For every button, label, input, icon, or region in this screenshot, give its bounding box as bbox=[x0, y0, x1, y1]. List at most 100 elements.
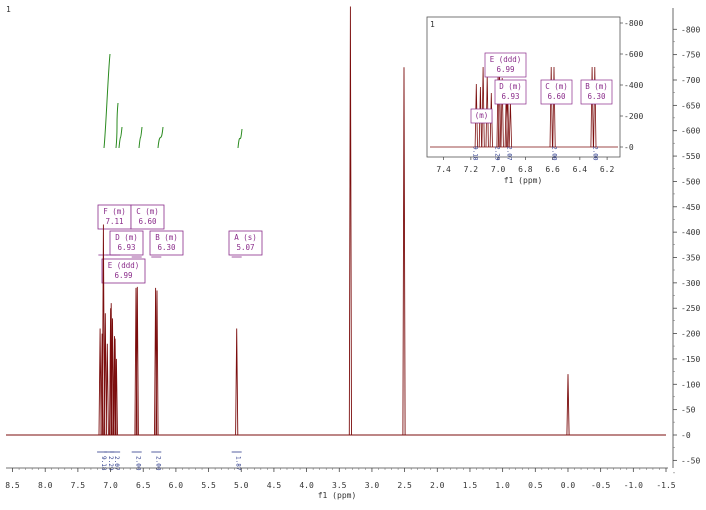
y-tick-label: -450 bbox=[681, 203, 700, 212]
inset-x-tick-label: 6.2 bbox=[600, 165, 615, 174]
inset-y-tick-label: -200 bbox=[624, 112, 643, 121]
inset-label-B: B (m) bbox=[585, 82, 608, 91]
multiplet-box-A bbox=[228, 230, 263, 256]
spectrum-trace bbox=[6, 6, 666, 436]
x-tick-label: 8.5 bbox=[5, 481, 20, 490]
integral-curve-1 bbox=[115, 102, 119, 149]
inset-label-C: 6.60 bbox=[547, 92, 566, 101]
inset-label-D: D (m) bbox=[499, 82, 522, 91]
y-tick-label: -400 bbox=[681, 228, 700, 237]
integral-curves bbox=[103, 53, 243, 149]
integral-curve-3 bbox=[138, 126, 143, 149]
multiplet-box-D bbox=[109, 230, 144, 256]
peak-18 bbox=[566, 374, 570, 436]
x-tick-label: 3.5 bbox=[332, 481, 347, 490]
multiplet-label-F: F (m) bbox=[103, 207, 126, 216]
inset-integral-value: 2.00 bbox=[591, 146, 598, 161]
x-tick-label: 4.5 bbox=[267, 481, 282, 490]
multiplet-label-D: 6.93 bbox=[117, 243, 135, 252]
x-tick-label: 1.5 bbox=[463, 481, 478, 490]
inset-peak-1 bbox=[478, 86, 482, 148]
inset-integral-value: 9.18 bbox=[472, 146, 479, 161]
multiplet-label-F: 7.11 bbox=[105, 217, 123, 226]
multiplet-label-B: 6.30 bbox=[157, 243, 176, 252]
inset-y-tick-label: -400 bbox=[624, 81, 643, 90]
inset-peak-12 bbox=[552, 66, 556, 148]
inset-label-box-C bbox=[540, 79, 573, 105]
integral-value: 2.29 bbox=[107, 456, 114, 471]
peak-12 bbox=[135, 286, 139, 436]
inset-x-tick-label: 6.8 bbox=[518, 165, 533, 174]
inset-label-B: 6.30 bbox=[587, 92, 606, 101]
x-axis: 8.5 8.0 7.5 7.0 6.5 6.0 5.5 5.0 4.5 4.0 3.5 3.0 2.5 2… bbox=[5, 467, 676, 490]
integral-value: 2.00 bbox=[135, 456, 142, 471]
multiplet-box-B bbox=[149, 230, 184, 256]
inset-x-tick-label: 6.4 bbox=[573, 165, 588, 174]
multiplet-label-A: 5.07 bbox=[236, 243, 254, 252]
inset-integral-value: 2.00 bbox=[551, 146, 558, 161]
x-tick-label: 4.0 bbox=[299, 481, 314, 490]
inset-x-tick-label: 7.4 bbox=[436, 165, 451, 174]
integral-value: 9.18 bbox=[100, 456, 107, 471]
inset-peak-4 bbox=[489, 92, 493, 148]
multiplet-label-C: 6.60 bbox=[138, 217, 157, 226]
y-tick-label: -150 bbox=[681, 355, 700, 364]
x-tick-label: 8.0 bbox=[38, 481, 53, 490]
multiplet-box-E bbox=[101, 258, 146, 284]
x-tick-label: -0.5 bbox=[591, 481, 610, 490]
integral-bars: 9.18 2.292.07 2.00 2.00 1.87 bbox=[97, 451, 242, 471]
integral-value: 2.00 bbox=[154, 456, 161, 471]
multiplet-box-C bbox=[130, 204, 165, 230]
integral-curve-2 bbox=[118, 126, 123, 149]
integral-value: 1.87 bbox=[235, 456, 242, 471]
y-tick-label: -250 bbox=[681, 304, 700, 313]
inset-peak-0 bbox=[474, 83, 478, 148]
inset-y-tick-label: -600 bbox=[624, 50, 643, 59]
inset-corner-label: 1 bbox=[430, 20, 435, 29]
y-tick-label: -200 bbox=[681, 330, 700, 339]
y-tick-label: -650 bbox=[681, 101, 700, 110]
inset-label-box-D bbox=[494, 79, 527, 105]
x-tick-label: -1.0 bbox=[624, 481, 643, 490]
x-tick-label: 2.5 bbox=[397, 481, 412, 490]
y-tick-label: -0 bbox=[681, 431, 691, 440]
multiplet-label-D: D (m) bbox=[115, 233, 138, 242]
y-tick-label: -750 bbox=[681, 51, 700, 60]
y-tick-label: -300 bbox=[681, 279, 700, 288]
inset-y-tick-label: -0 bbox=[624, 143, 634, 152]
y-tick-label: --50 bbox=[681, 456, 700, 465]
inset-x-axis-title: f1 (ppm) bbox=[504, 176, 543, 185]
x-tick-label: 7.0 bbox=[103, 481, 118, 490]
x-tick-label: -1.5 bbox=[656, 481, 675, 490]
peak-16 bbox=[348, 6, 352, 436]
y-tick-label: -350 bbox=[681, 254, 700, 263]
x-tick-label: 3.0 bbox=[365, 481, 380, 490]
x-tick-label: 0.5 bbox=[528, 481, 543, 490]
y-tick-label: -700 bbox=[681, 76, 700, 85]
peak-8 bbox=[112, 336, 117, 436]
x-axis-title: f1 (ppm) bbox=[318, 491, 357, 500]
multiplet-label-C: C (m) bbox=[136, 207, 159, 216]
integral-curve-5 bbox=[237, 128, 243, 149]
y-tick-label: -50 bbox=[681, 406, 696, 415]
inset-x-tick-label: 7.0 bbox=[491, 165, 506, 174]
y-tick-label: -500 bbox=[681, 177, 700, 186]
x-tick-label: 6.5 bbox=[136, 481, 151, 490]
multiplet-labels: F (m)7.11 D (m)6.93 E (ddd)6.99 C (m)6.60 B … bbox=[97, 204, 263, 284]
y-tick-label: -800 bbox=[681, 25, 700, 34]
inset-x-tick-label: 7.2 bbox=[464, 165, 479, 174]
peak-5 bbox=[109, 308, 113, 436]
inset-zoom-panel: 1 f1 (ppm) 7.4 7.2 7.0 6.8 6.6 6.4 6.2 -800 -600… bbox=[426, 16, 643, 185]
multiplet-label-E: 6.99 bbox=[114, 271, 132, 280]
inset-y-tick-label: -800 bbox=[624, 19, 643, 28]
inset-peak-13 bbox=[590, 66, 594, 148]
peak-15 bbox=[235, 328, 239, 436]
multiplet-label-B: B (m) bbox=[155, 233, 178, 242]
x-tick-label: 5.0 bbox=[234, 481, 249, 490]
peak-2 bbox=[101, 224, 105, 436]
peak-14 bbox=[155, 290, 159, 436]
corner-label: 1 bbox=[6, 5, 11, 14]
inset-label-box-E bbox=[484, 52, 527, 78]
peak-7 bbox=[110, 318, 115, 436]
inset-label-F: (m) bbox=[475, 111, 489, 120]
